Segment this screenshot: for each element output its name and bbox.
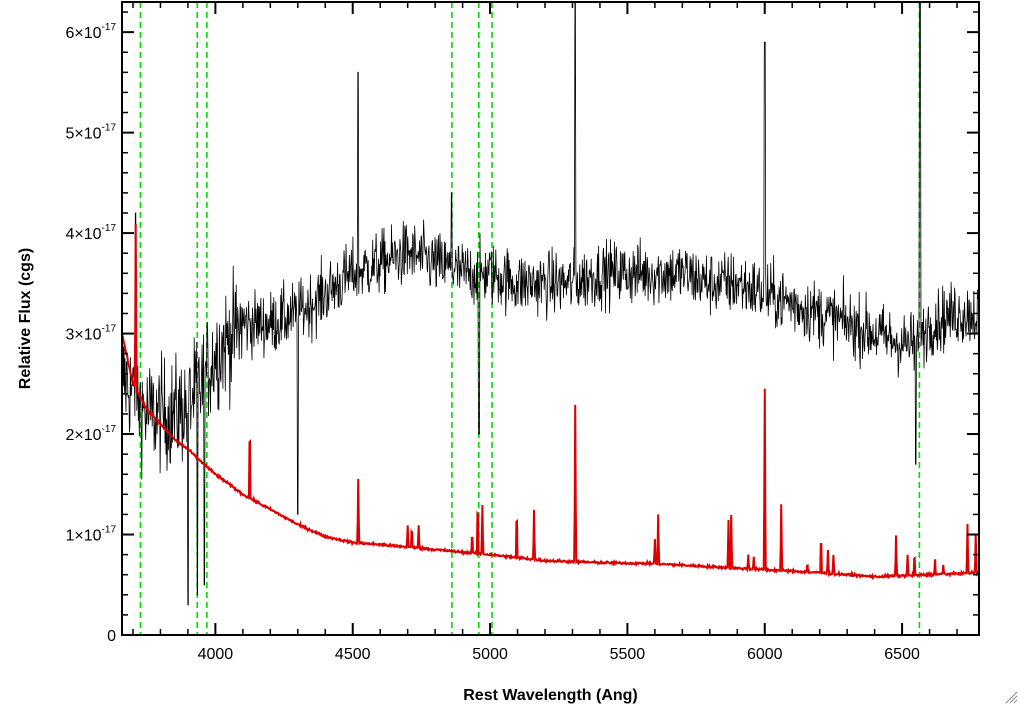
y-tick-labels: 0 1×10-17 2×10-17 3×10-17 4×10-17 5×10-17 6×10… bbox=[66, 22, 117, 645]
x-tick-label: 5500 bbox=[610, 646, 646, 663]
x-tick-label: 6000 bbox=[747, 646, 783, 663]
plot-frame bbox=[121, 1, 980, 636]
series-group bbox=[122, 2, 979, 606]
x-axis-title: Rest Wavelength (Ang) bbox=[463, 687, 638, 704]
observed-spectrum-line bbox=[122, 2, 979, 606]
x-tick-label: 5000 bbox=[472, 646, 508, 663]
y-tick-label: 0 bbox=[107, 628, 116, 645]
axis-ticks bbox=[122, 2, 979, 636]
x-tick-label: 4500 bbox=[335, 646, 371, 663]
x-tick-labels: 4000 4500 5000 5500 6000 6500 bbox=[198, 646, 920, 663]
y-tick-label: 3×10-17 bbox=[66, 324, 117, 344]
resize-grip-icon[interactable] bbox=[1004, 690, 1018, 704]
model-spectrum-line bbox=[122, 223, 979, 581]
y-tick-label: 6×10-17 bbox=[66, 22, 117, 42]
x-tick-label: 4000 bbox=[198, 646, 234, 663]
y-tick-label: 5×10-17 bbox=[66, 123, 117, 143]
y-axis-title: Relative Flux (cgs) bbox=[17, 248, 34, 389]
y-tick-label: 4×10-17 bbox=[66, 223, 117, 243]
y-tick-label: 2×10-17 bbox=[66, 424, 117, 444]
x-tick-label: 6500 bbox=[884, 646, 920, 663]
y-tick-label: 1×10-17 bbox=[66, 525, 117, 545]
